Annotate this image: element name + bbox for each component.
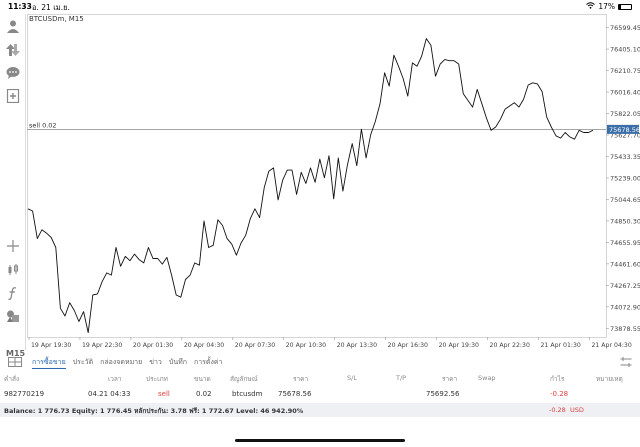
col-symbol: สัญลักษณ์ [230,375,258,383]
col-time: เวลา [108,375,122,383]
balance-profit: -0.28 [549,406,566,414]
y-tick-label: 74655.95 [610,239,640,247]
price-line [27,38,594,334]
current-price-tag [607,124,639,134]
tab-mailbox[interactable]: กล่องจดหมาย [100,358,143,366]
wifi-icon [586,2,596,11]
tab-journal[interactable]: บันทึก [168,358,187,366]
order-symbol: btcusdm [232,390,263,398]
battery-icon [618,3,632,10]
x-tick-label: 20 Apr 07:30 [235,342,275,349]
indicator-f-icon[interactable] [5,285,21,301]
col-volume: ขนาด [194,375,211,383]
home-indicator [235,439,405,442]
col-type: ประเภท [146,375,168,383]
chart-canvas[interactable]: 76599.45 76405.10 76210.75 76016.40 75822.05… [27,14,640,354]
order-current-price: 75692.56 [426,390,460,398]
y-tick-label: 75239.00 [610,174,640,182]
order-profit: -0.28 [550,390,569,398]
trade-arrows-icon[interactable] [5,42,21,58]
x-tick-label: 20 Apr 01:30 [133,342,173,349]
y-tick-label: 74267.25 [610,282,640,290]
objects-icon[interactable] [5,308,21,324]
x-tick-label: 20 Apr 10:30 [286,342,326,349]
battery-percent: 17% [598,2,615,11]
col-ticket: คำสั่ง [4,375,20,383]
order-volume: 0.02 [196,390,212,398]
x-tick-label: 19 Apr 19:30 [31,342,71,349]
col-comment: หมายเหตุ [596,375,623,383]
order-open-price: 75678.56 [278,390,312,398]
bottom-tabs: การซื้อขาย ประวัติ กล่องจดหมาย ข่าว บันท… [0,354,640,370]
tab-news[interactable]: ข่าว [149,358,162,366]
position-line-label: sell 0.02 [29,121,57,129]
tab-settings[interactable]: การตั้งค่า [193,358,223,366]
y-tick-label: 74072.90 [610,303,640,311]
col-profit: กำไร [550,375,565,383]
y-tick-label: 76210.75 [610,67,640,75]
order-type: sell [158,390,170,398]
status-right: 17% [586,2,632,11]
balance-bar: Balance: 1 776.73 Equity: 1 776.45 หลักป… [0,403,640,417]
x-tick-label: 21 Apr 04:30 [591,342,631,349]
order-ticket: 982770219 [4,390,45,398]
table-header: คำสั่ง เวลา ประเภท ขนาด สัญลักษณ์ ราคา S… [0,372,640,384]
layout-icon[interactable] [620,357,632,367]
x-tick-label: 20 Apr 22:30 [490,342,530,349]
order-time: 04.21 04:33 [88,390,131,398]
y-tick-label: 74850.30 [610,217,640,225]
balance-text: Balance: 1 776.73 Equity: 1 776.45 หลักป… [4,407,304,415]
x-tick-label: 20 Apr 16:30 [388,342,428,349]
grid-icon[interactable] [8,357,22,367]
y-tick-label: 76016.40 [610,89,640,97]
plot-frame [27,14,607,338]
left-toolbar: M15 [0,14,26,358]
y-tick-label: 75044.65 [610,196,640,204]
y-tick-label: 74461.60 [610,260,640,268]
tab-history[interactable]: ประวัติ [72,358,94,366]
x-tick-label: 21 Apr 01:30 [541,342,581,349]
status-time: 11:33 [8,2,32,11]
tab-list: การซื้อขาย ประวัติ กล่องจดหมาย ข่าว บันท… [32,357,229,369]
chart-symbol: BTCUSDm, M15 [29,15,84,23]
status-bar: 11:33 อ. 21 เม.ย. 17% [0,0,640,14]
x-tick-label: 20 Apr 13:30 [337,342,377,349]
y-tick-label: 75627.70 [610,131,640,139]
current-price-label: 75678.56 [609,126,640,134]
col-price: ราคา [442,375,458,383]
tab-trade[interactable]: การซื้อขาย [32,357,66,369]
col-tp: T/P [396,374,407,382]
x-tick-label: 19 Apr 22:30 [82,342,122,349]
col-sl: S/L [347,374,357,382]
table-row[interactable]: 982770219 04.21 04:33 sell 0.02 btcusdm … [0,388,640,401]
y-tick-label: 76599.45 [610,24,640,32]
col-open-price: ราคา [293,375,309,383]
crosshair-icon[interactable] [5,238,21,254]
y-tick-label: 76405.10 [610,46,640,54]
person-icon[interactable] [5,18,21,34]
y-tick-label: 75433.35 [610,153,640,161]
candles-icon[interactable] [5,262,21,278]
x-tick-label: 20 Apr 04:30 [184,342,224,349]
x-tick-label: 20 Apr 19:30 [439,342,479,349]
new-order-icon[interactable] [5,88,21,104]
price-chart[interactable]: 76599.45 76405.10 76210.75 76016.40 75822.05… [27,14,640,354]
y-tick-label: 73878.55 [610,325,640,333]
status-date: อ. 21 เม.ย. [32,3,70,12]
timeframe-button[interactable]: M15 [6,349,26,358]
col-swap: Swap [478,374,496,382]
y-tick-label: 75822.05 [610,110,640,118]
balance-currency: USD [570,406,584,414]
chat-icon[interactable] [5,65,21,81]
